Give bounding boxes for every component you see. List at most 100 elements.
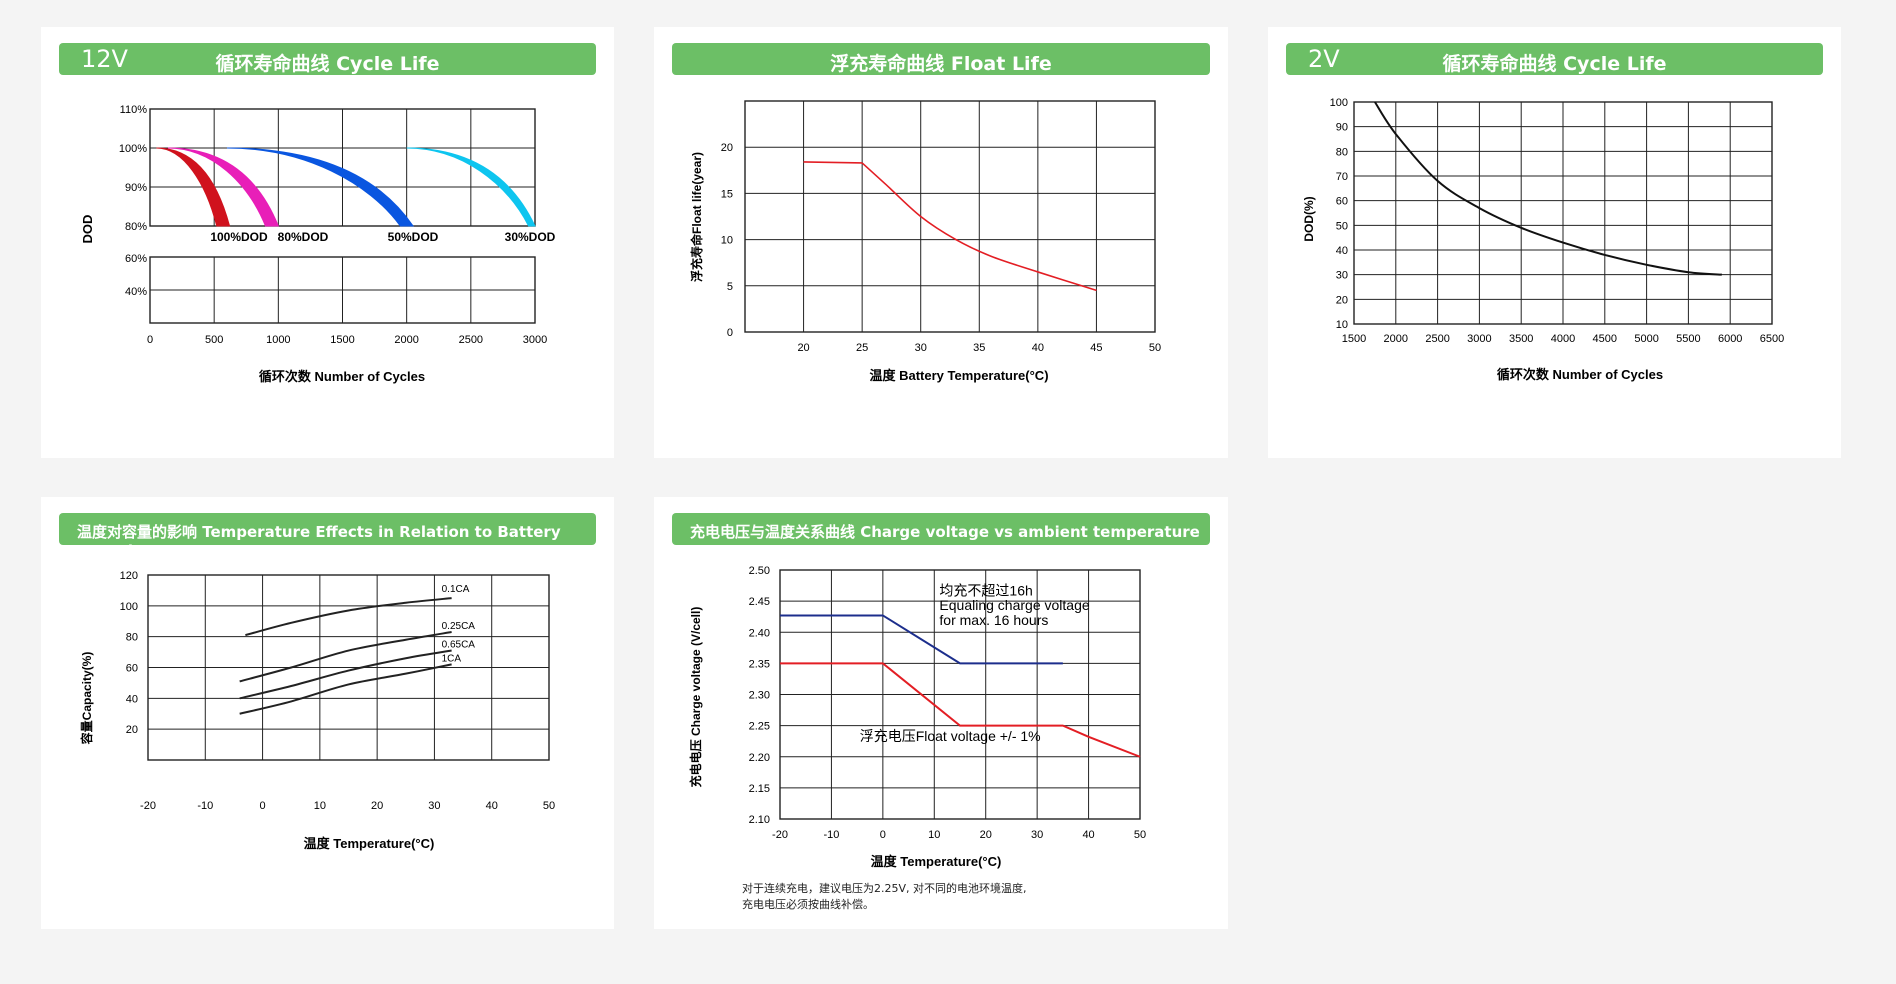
- y-tick-label: 100: [1330, 97, 1348, 109]
- chart-header: 2V 循环寿命曲线 Cycle Life: [1286, 43, 1823, 75]
- y-tick-label: 2.30: [749, 690, 770, 702]
- y-tick-label: 120: [120, 570, 138, 582]
- y-axis-label: DOD: [80, 215, 95, 244]
- y-tick-label: 60%: [125, 253, 147, 265]
- x-axis-label: 温度 Temperature(°C): [871, 854, 1002, 869]
- plot-frame: [744, 100, 1156, 333]
- series-line: [1374, 101, 1722, 276]
- annotation: 浮充电压Float voltage +/- 1%: [860, 728, 1041, 744]
- y-tick-label: 2.20: [749, 752, 770, 764]
- series-label: 0.1CA: [442, 584, 470, 595]
- x-axis-label: 循环次数 Number of Cycles: [1497, 367, 1663, 382]
- x-tick-label: 30: [1031, 829, 1043, 841]
- y-axis-label: DOD(%): [1302, 196, 1316, 241]
- float-life-plot: 0 5 10 15 20 20 25 30 35 40 45 50 温度 Battery Tempera…: [689, 100, 1161, 383]
- x-tick-label: 500: [205, 334, 223, 346]
- series-band: [156, 147, 231, 227]
- footnote-line: 充电电压必须按曲线补偿。: [742, 898, 874, 911]
- cycle-life-12v-card: 12V 循环寿命曲线 Cycle Life 100%DOD 80%DOD 50%DO…: [41, 27, 614, 458]
- chart-title: 温度对容量的影响 Temperature Effects in Relation…: [77, 523, 561, 560]
- x-tick-label: 30: [428, 800, 440, 812]
- y-tick-label: 20: [126, 724, 138, 736]
- series-label: 100%DOD: [210, 230, 268, 244]
- chart-header: 浮充寿命曲线 Float Life: [672, 43, 1210, 75]
- series-band: [406, 147, 536, 227]
- chart-title: 循环寿命曲线 Cycle Life: [1442, 53, 1667, 75]
- y-tick-label: 2.45: [749, 596, 770, 608]
- chart-header: 温度对容量的影响 Temperature Effects in Relation…: [59, 513, 596, 560]
- y-tick-label: 100%: [119, 143, 147, 155]
- x-tick-label: 2000: [394, 334, 418, 346]
- x-tick-label: 0: [147, 334, 153, 346]
- series-line: [861, 162, 1097, 292]
- series-label: 0.65CA: [442, 640, 476, 651]
- y-tick-label: 15: [721, 188, 733, 200]
- series-label: 80%DOD: [278, 230, 329, 244]
- x-tick-label: 25: [856, 342, 868, 354]
- x-tick-label: 0: [260, 800, 266, 812]
- y-axis-label: 容量Capacity(%): [79, 652, 94, 746]
- x-tick-label: -10: [197, 800, 213, 812]
- y-tick-label: 30: [1336, 270, 1348, 282]
- x-tick-label: 0: [880, 829, 886, 841]
- chart-title: 循环寿命曲线 Cycle Life: [215, 53, 440, 75]
- chart-title: 浮充寿命曲线 Float Life: [830, 53, 1052, 75]
- y-axis-label: 浮充寿命Float life(year): [689, 152, 704, 282]
- series-band: [226, 147, 415, 227]
- x-tick-label: 40: [1082, 829, 1094, 841]
- x-tick-label: 6000: [1718, 333, 1742, 345]
- y-tick-label: 40%: [125, 286, 147, 298]
- y-tick-label: 90%: [125, 182, 147, 194]
- series-line: [245, 597, 452, 637]
- x-tick-label: 50: [1134, 829, 1146, 841]
- x-tick-label: 20: [371, 800, 383, 812]
- x-tick-label: 2000: [1384, 333, 1408, 345]
- x-tick-label: 3000: [523, 334, 547, 346]
- cycle-life-2v-card: 2V 循环寿命曲线 Cycle Life 10 20 30 40 50 60 70 80 90 1…: [1268, 27, 1841, 458]
- footnote-line: 对于连续充电，建议电压为2.25V, 对不同的电池环境温度,: [742, 882, 1027, 895]
- y-tick-label: 10: [721, 235, 733, 247]
- y-tick-label: 50: [1336, 220, 1348, 232]
- x-axis-label: 温度 Temperature(°C): [304, 836, 435, 851]
- voltage-label: 12V: [81, 45, 128, 73]
- temperature-capacity-card: 温度对容量的影响 Temperature Effects in Relation…: [41, 497, 614, 929]
- x-tick-label: 50: [543, 800, 555, 812]
- y-tick-label: 80: [1336, 146, 1348, 158]
- y-tick-label: 0: [727, 327, 733, 339]
- cycle-life-2v-plot: 10 20 30 40 50 60 70 80 90 100 1500 2000 2500 3000 350…: [1302, 97, 1784, 382]
- y-tick-label: 10: [1336, 319, 1348, 331]
- y-tick-label: 110%: [120, 104, 148, 116]
- x-tick-label: -10: [823, 829, 839, 841]
- annotation: Equaling charge voltage: [939, 597, 1089, 613]
- x-tick-label: 2500: [1425, 333, 1449, 345]
- y-tick-label: 2.10: [749, 814, 770, 826]
- x-tick-label: 1500: [1342, 333, 1366, 345]
- voltage-label: 2V: [1308, 45, 1340, 73]
- y-tick-label: 40: [126, 693, 138, 705]
- x-tick-label: 30: [915, 342, 927, 354]
- y-tick-label: 20: [1336, 294, 1348, 306]
- y-axis-label: 充电电压 Charge voltage (V/cell): [688, 607, 703, 788]
- series-line: [239, 649, 452, 700]
- x-tick-label: 4000: [1551, 333, 1575, 345]
- x-tick-label: 20: [980, 829, 992, 841]
- x-tick-label: 10: [314, 800, 326, 812]
- x-tick-label: -20: [140, 800, 156, 812]
- x-tick-label: 5500: [1676, 333, 1700, 345]
- cycle-life-12v-plot: 100%DOD 80%DOD 50%DOD 30%DOD 110% 100% 90% 80% 6…: [80, 104, 556, 384]
- series-line: [780, 662, 1141, 758]
- series-band: [167, 147, 280, 227]
- series-line: [239, 631, 452, 683]
- x-tick-label: 50: [1149, 342, 1161, 354]
- x-tick-label: 10: [928, 829, 940, 841]
- x-tick-label: 40: [486, 800, 498, 812]
- y-tick-label: 2.35: [749, 658, 770, 670]
- chart-header: 充电电压与温度关系曲线 Charge voltage vs ambient te…: [672, 513, 1210, 560]
- series-line: [239, 663, 452, 715]
- x-axis-label: 循环次数 Number of Cycles: [259, 369, 425, 384]
- x-tick-label: -20: [772, 829, 788, 841]
- x-tick-label: 45: [1090, 342, 1102, 354]
- x-axis-label: 温度 Battery Temperature(°C): [869, 368, 1048, 383]
- y-tick-label: 60: [1336, 196, 1348, 208]
- y-tick-label: 100: [120, 601, 138, 613]
